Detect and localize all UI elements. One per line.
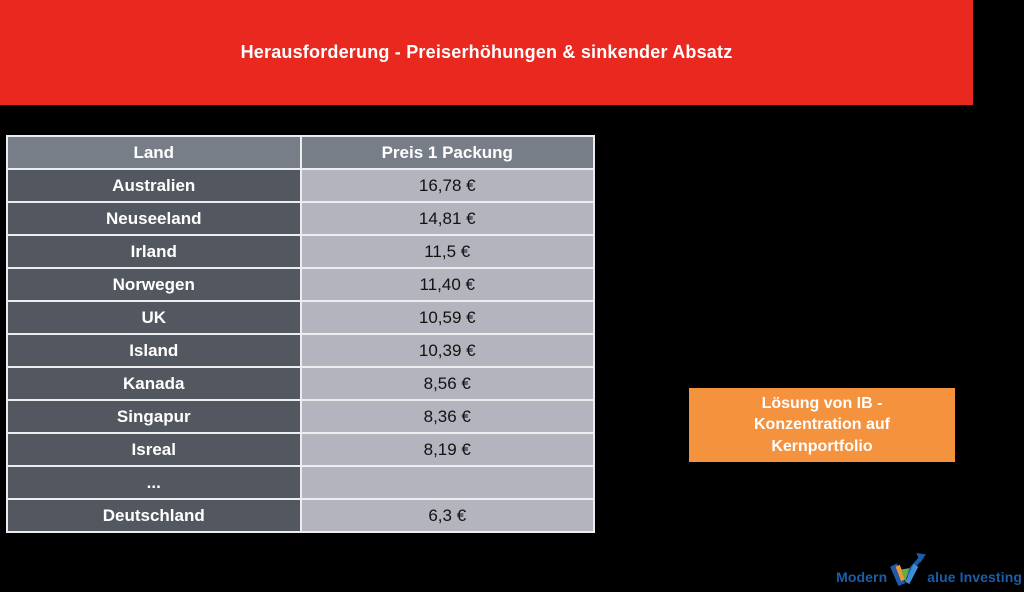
preis-cell: 11,40 €	[301, 269, 593, 300]
logo-text-after: alue Investing	[927, 569, 1022, 585]
callout-line: Konzentration auf	[754, 416, 890, 434]
table-row: UK 10,59 €	[8, 302, 593, 333]
preis-cell	[301, 467, 593, 498]
table-row: Isreal 8,19 €	[8, 434, 593, 465]
land-cell: UK	[8, 302, 300, 333]
check-arrow-logo-icon	[890, 553, 927, 586]
land-cell: Singapur	[8, 401, 300, 432]
table-body: Australien 16,78 € Neuseeland 14,81 € Irland…	[8, 170, 593, 531]
land-cell: Australien	[8, 170, 300, 201]
land-cell: Irland	[8, 236, 300, 267]
table-row: Australien 16,78 €	[8, 170, 593, 201]
table-row: Island 10,39 €	[8, 335, 593, 366]
callout-line: Lösung von IB -	[761, 394, 883, 412]
preis-cell: 6,3 €	[301, 500, 593, 531]
brand-logo: Modern alue Investing	[836, 553, 1022, 586]
preis-cell: 8,56 €	[301, 368, 593, 399]
land-cell: Isreal	[8, 434, 300, 465]
preis-cell: 10,59 €	[301, 302, 593, 333]
preis-cell: 14,81 €	[301, 203, 593, 234]
price-table: Land Preis 1 Packung Australien 16,78 € Ne…	[6, 135, 595, 533]
table-header-row: Land Preis 1 Packung	[8, 137, 593, 168]
preis-cell: 11,5 €	[301, 236, 593, 267]
preis-cell: 10,39 €	[301, 335, 593, 366]
table-row: Irland 11,5 €	[8, 236, 593, 267]
table-row: Singapur 8,36 €	[8, 401, 593, 432]
callout-line: Kernportfolio	[771, 437, 873, 455]
table-row: Norwegen 11,40 €	[8, 269, 593, 300]
table-row: ...	[8, 467, 593, 498]
preis-cell: 8,19 €	[301, 434, 593, 465]
land-cell: Island	[8, 335, 300, 366]
land-cell: ...	[8, 467, 300, 498]
logo-text-before: Modern	[836, 569, 888, 585]
table-row: Kanada 8,56 €	[8, 368, 593, 399]
preis-cell: 16,78 €	[301, 170, 593, 201]
slide-title: Herausforderung - Preiserhöhungen & sink…	[240, 42, 733, 62]
column-header-land: Land	[8, 137, 300, 168]
land-cell: Norwegen	[8, 269, 300, 300]
table-row: Deutschland 6,3 €	[8, 500, 593, 531]
land-cell: Deutschland	[8, 500, 300, 531]
column-header-preis: Preis 1 Packung	[301, 137, 593, 168]
land-cell: Kanada	[8, 368, 300, 399]
preis-cell: 8,36 €	[301, 401, 593, 432]
land-cell: Neuseeland	[8, 203, 300, 234]
table-row: Neuseeland 14,81 €	[8, 203, 593, 234]
solution-callout: Lösung von IB - Konzentration auf Kernpo…	[689, 388, 955, 462]
title-banner: Herausforderung - Preiserhöhungen & sink…	[0, 0, 973, 105]
